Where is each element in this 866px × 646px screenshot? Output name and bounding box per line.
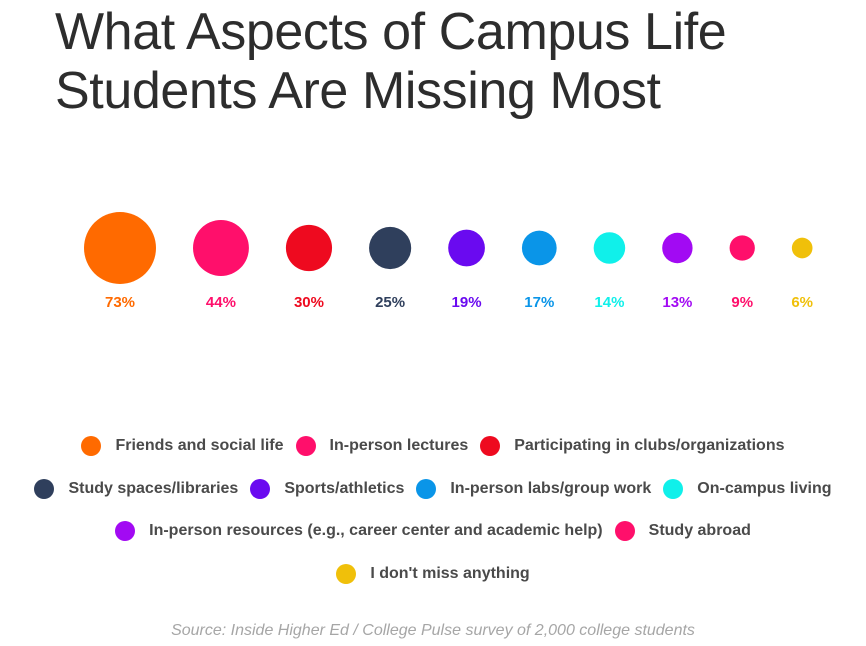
legend-label: Study spaces/libraries (68, 479, 239, 497)
legend-swatch (81, 436, 102, 457)
chart-title: What Aspects of Campus Life Students Are… (55, 3, 727, 121)
legend-row-2: Study spaces/libraries Sports/athletics In… (0, 468, 866, 511)
legend-item: Participating in clubs/organizations (480, 436, 785, 457)
legend-row-1: Friends and social life In-person lecture… (0, 425, 866, 468)
legend-label: In-person lectures (329, 437, 469, 455)
chart-title-line-2: Students Are Missing Most (55, 62, 661, 120)
legend-item: On-campus living (663, 478, 832, 499)
legend-swatch (480, 436, 501, 457)
value-label-1: 73% (105, 294, 135, 311)
legend-swatch (295, 436, 316, 457)
legend-row-4: I don't miss anything (0, 553, 866, 596)
bubble-7 (593, 232, 626, 264)
legend-label: Study abroad (648, 522, 751, 540)
chart-legend: Friends and social life In-person lecture… (0, 425, 866, 595)
source-note: Source: Inside Higher Ed / College Pulse… (171, 622, 695, 639)
bubble-5 (448, 229, 485, 267)
chart-title-line-1: What Aspects of Campus Life (55, 3, 727, 61)
bubble-8 (662, 232, 693, 264)
legend-label: In-person resources (e.g., career center… (149, 522, 603, 540)
legend-item: In-person lectures (295, 436, 469, 457)
bubble-10 (791, 237, 813, 259)
legend-swatch (614, 521, 635, 542)
legend-swatch (663, 478, 684, 499)
legend-item: Friends and social life (81, 436, 284, 457)
legend-item: Study abroad (614, 521, 751, 542)
bubble-6 (521, 230, 557, 266)
legend-label: Friends and social life (115, 437, 284, 455)
legend-swatch (34, 478, 55, 499)
value-label-2: 44% (206, 294, 236, 311)
bubble-3 (285, 224, 333, 272)
legend-label: Sports/athletics (284, 479, 405, 497)
bubble-1 (84, 212, 156, 284)
value-label-8: 13% (662, 294, 692, 311)
legend-item: In-person resources (e.g., career center… (115, 521, 603, 542)
legend-swatch (250, 478, 271, 499)
value-label-4: 25% (375, 294, 405, 311)
value-label-3: 30% (294, 294, 324, 311)
legend-item: Study spaces/libraries (34, 478, 239, 499)
bubble-9 (729, 235, 755, 261)
bubble-chart: 73% 44% 30% 25% 19% 17% 14% 13% 9% 6% (84, 212, 813, 311)
legend-swatch (115, 521, 136, 542)
legend-swatch (336, 563, 357, 584)
value-label-7: 14% (594, 294, 624, 311)
legend-label: I don't miss anything (370, 564, 530, 582)
legend-swatch (416, 478, 437, 499)
bubble-2 (193, 220, 249, 276)
value-label-9: 9% (731, 294, 753, 311)
legend-item: I don't miss anything (336, 563, 530, 584)
legend-label: On-campus living (697, 479, 832, 497)
legend-item: Sports/athletics (250, 478, 405, 499)
value-label-6: 17% (524, 294, 554, 311)
bubble-4 (369, 226, 412, 270)
value-label-10: 6% (791, 294, 813, 311)
legend-row-3: In-person resources (e.g., career center… (0, 510, 866, 553)
legend-label: In-person labs/group work (450, 479, 652, 497)
value-label-5: 19% (452, 294, 482, 311)
legend-label: Participating in clubs/organizations (514, 437, 785, 455)
legend-item: In-person labs/group work (416, 478, 652, 499)
